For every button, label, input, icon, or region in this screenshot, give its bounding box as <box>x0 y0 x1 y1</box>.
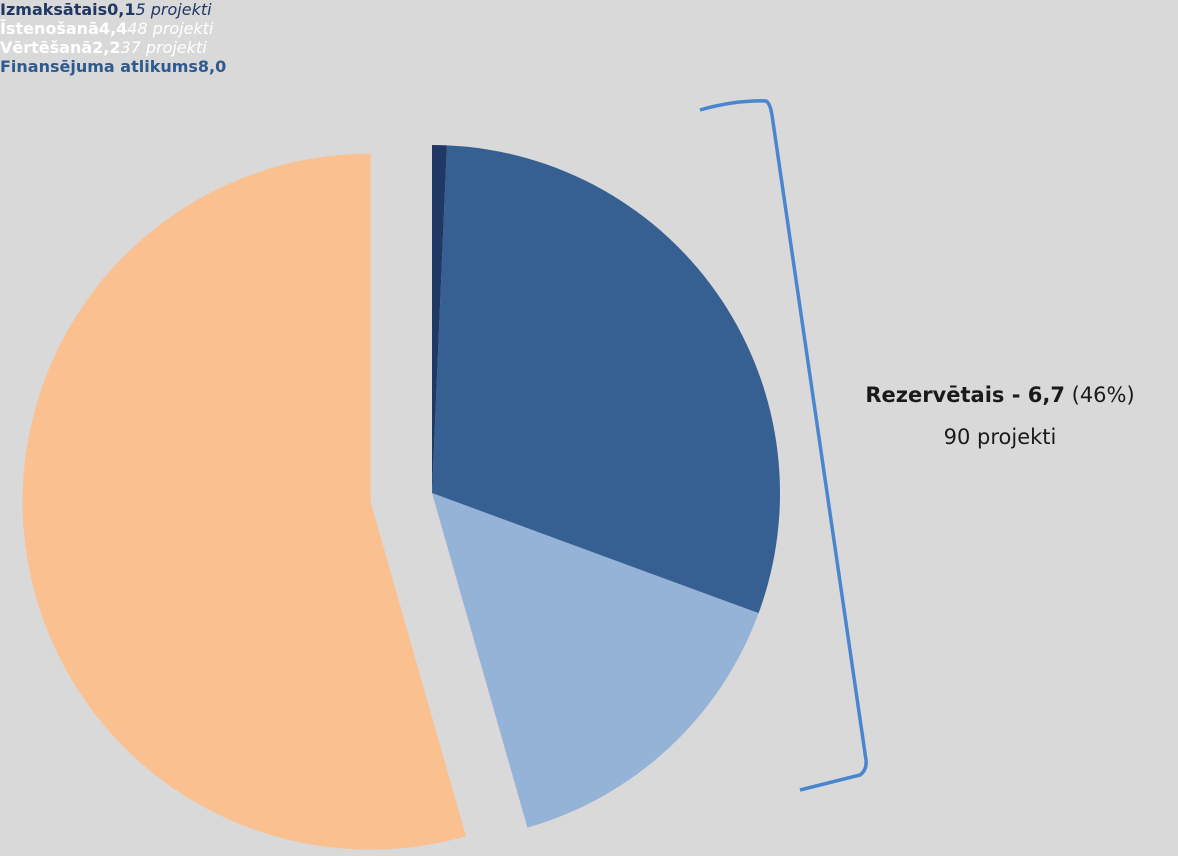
category-label: Īstenošanā <box>0 19 99 38</box>
slice-label: Finansējuma atlikums8,0 <box>0 57 230 76</box>
value-label: 4,4 <box>98 19 128 38</box>
slice-label: Vērtēšanā2,237 projekti <box>0 38 260 57</box>
annotation-title: Rezervētais - 6,7 <box>865 383 1065 407</box>
pie-slice <box>432 145 780 614</box>
category-label: Izmaksātais <box>0 0 108 19</box>
pie-slice <box>22 153 467 850</box>
value-label: 8,0 <box>197 57 227 76</box>
value-label: 2,2 <box>92 38 121 57</box>
pie-slice <box>432 493 759 828</box>
project-label: 37 projekti <box>120 38 207 57</box>
slice-label: Īstenošanā4,448 projekti <box>0 19 260 38</box>
category-label: Finansējuma atlikums <box>0 57 198 76</box>
pie-slice <box>432 145 447 493</box>
annotation-share: (46%) <box>1071 383 1135 407</box>
category-label: Vērtēšanā <box>0 38 93 57</box>
annotation: Rezervētais - 6,7 (46%) 90 projekti <box>865 374 1134 458</box>
value-label: 0,1 <box>107 0 136 19</box>
slice-label: Izmaksātais0,15 projekti <box>0 0 300 19</box>
project-label: 5 projekti <box>135 0 212 19</box>
bracket <box>699 99 868 792</box>
annotation-note: 90 projekti <box>943 425 1057 449</box>
project-label: 48 projekti <box>127 19 214 38</box>
